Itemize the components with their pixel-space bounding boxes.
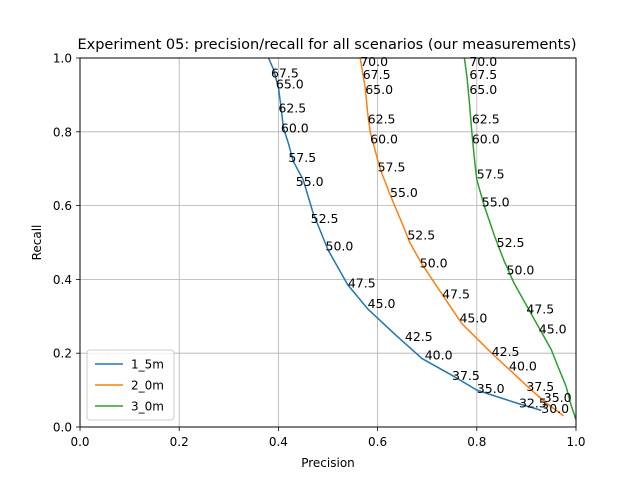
y-tick-label: 1.0: [53, 52, 72, 66]
point-label: 67.5: [271, 65, 299, 80]
point-label: 32.5: [519, 396, 547, 411]
point-label: 62.5: [368, 111, 396, 126]
y-tick-label: 0.0: [53, 421, 72, 435]
point-label: 60.0: [472, 132, 500, 147]
point-label: 42.5: [405, 329, 433, 344]
point-label: 55.0: [482, 194, 510, 209]
y-tick-label: 0.4: [53, 273, 72, 287]
x-ticks: 0.0 0.2 0.4 0.6 0.8 1.0: [70, 427, 586, 449]
point-label: 62.5: [278, 100, 306, 115]
y-ticks: 0.0 0.2 0.4 0.6 0.8 1.0: [53, 52, 80, 435]
point-label: 47.5: [442, 287, 470, 302]
y-tick-label: 0.8: [53, 125, 72, 139]
point-label: 65.0: [365, 82, 393, 97]
x-tick-label: 0.4: [269, 435, 288, 449]
legend: 1_5m 2_0m 3_0m: [86, 349, 175, 421]
series-lines: [267, 57, 577, 420]
point-label: 67.5: [469, 67, 497, 82]
point-label: 47.5: [526, 301, 554, 316]
point-label: 35.0: [544, 390, 572, 405]
point-label: 57.5: [288, 150, 316, 165]
point-label: 37.5: [452, 368, 480, 383]
point-label: 55.0: [296, 174, 324, 189]
point-label: 30.0: [541, 401, 569, 416]
point-label: 57.5: [378, 159, 406, 174]
point-label: 50.0: [420, 255, 448, 270]
x-tick-label: 0.8: [467, 435, 486, 449]
point-label: 67.5: [363, 67, 391, 82]
y-tick-label: 0.6: [53, 199, 72, 213]
x-tick-label: 0.2: [170, 435, 189, 449]
plot-frame: [79, 57, 577, 428]
point-label: 37.5: [526, 379, 554, 394]
y-tick-label: 0.2: [53, 347, 72, 361]
point-label: 65.0: [276, 76, 304, 91]
point-label: 52.5: [497, 235, 525, 250]
x-tick-label: 0.6: [368, 435, 387, 449]
point-label: 50.0: [326, 239, 354, 254]
series-line-3_0m: [463, 57, 577, 420]
point-label: 42.5: [492, 344, 520, 359]
point-label: 45.0: [368, 296, 396, 311]
point-label: 62.5: [472, 111, 500, 126]
x-axis-label: Precision: [301, 456, 355, 470]
point-label: 60.0: [370, 132, 398, 147]
point-label: 60.0: [281, 121, 309, 136]
y-axis-label: Recall: [30, 225, 44, 261]
x-tick-label: 1.0: [566, 435, 585, 449]
point-label: 45.0: [459, 311, 487, 326]
chart-title: Experiment 05: precision/recall for all …: [77, 37, 576, 53]
point-label: 52.5: [311, 211, 339, 226]
point-label: 35.0: [477, 381, 505, 396]
point-label: 47.5: [348, 276, 376, 291]
legend-entry-2_0m: 2_0m: [131, 379, 164, 393]
legend-box: [86, 349, 175, 421]
point-label: 45.0: [539, 322, 567, 337]
point-label: 55.0: [390, 185, 418, 200]
legend-entry-3_0m: 3_0m: [131, 400, 164, 414]
point-label: 40.0: [425, 348, 453, 363]
point-label: 50.0: [507, 263, 535, 278]
series-line-1_5m: [267, 57, 542, 412]
point-label: 40.0: [509, 359, 537, 374]
legend-entry-1_5m: 1_5m: [131, 358, 164, 372]
x-tick-label: 0.0: [70, 435, 89, 449]
point-labels: 67.565.062.560.057.555.052.550.047.545.0…: [271, 54, 572, 416]
point-label: 57.5: [477, 167, 505, 182]
point-label: 52.5: [407, 228, 435, 243]
point-label: 65.0: [469, 82, 497, 97]
series-line-2_0m: [359, 57, 565, 417]
